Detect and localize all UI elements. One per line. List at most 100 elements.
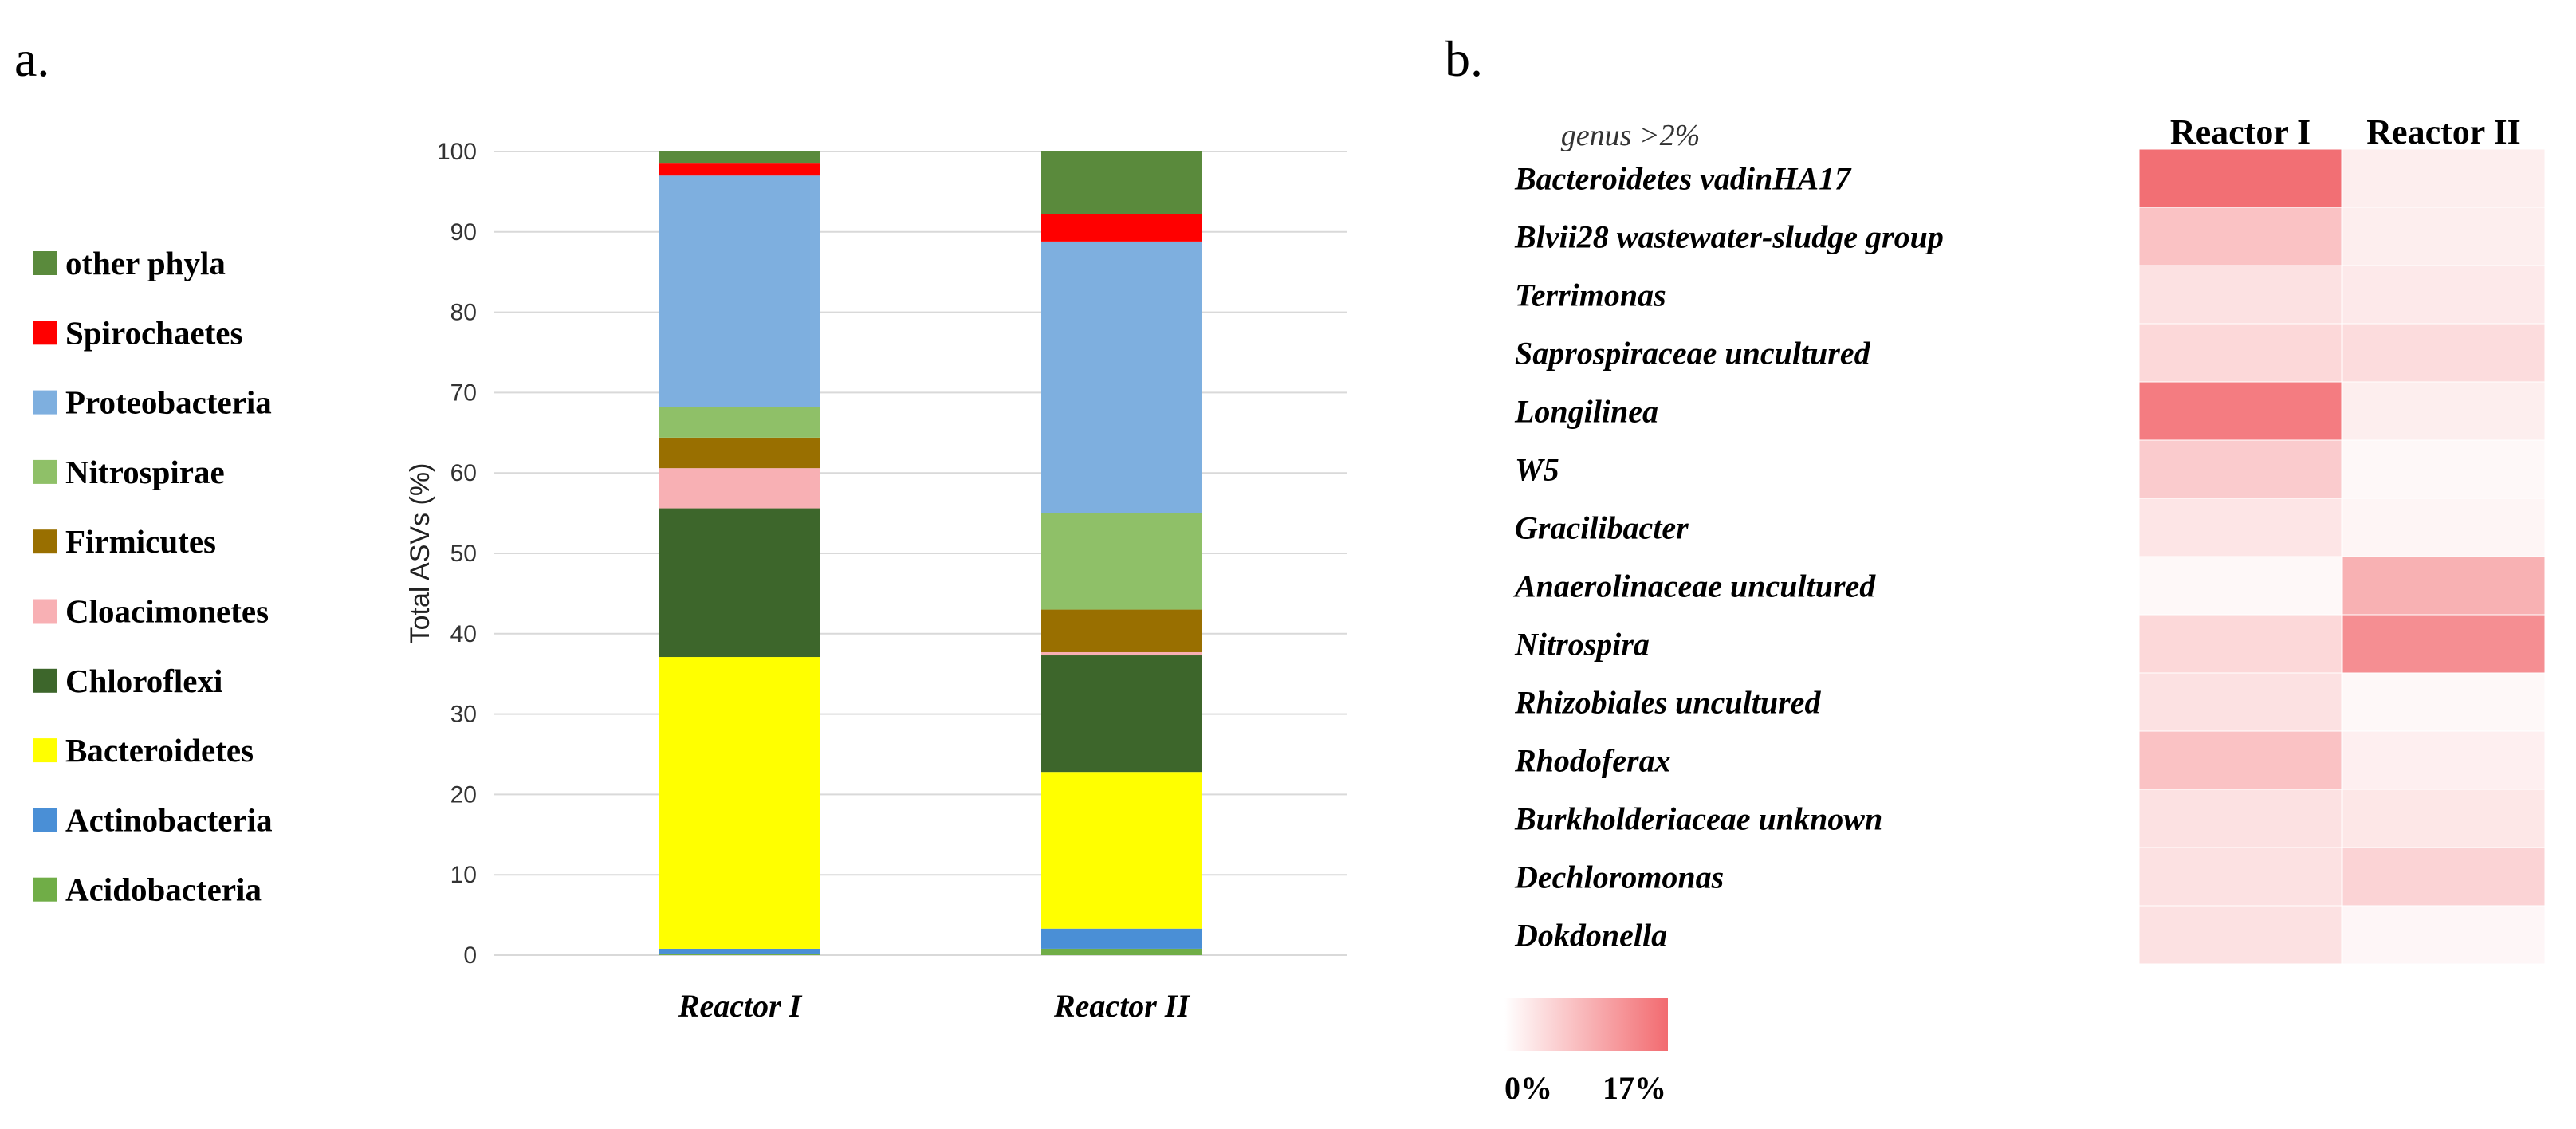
bar-segment-acidobacteria-reactor-ii: [1041, 948, 1202, 955]
heatmap-cell-saprospiraceae-uncultured-reactor-i: [2138, 323, 2342, 383]
legend-label-bacteroidetes: Bacteroidetes: [65, 732, 254, 769]
x-category-label: Reactor I: [678, 988, 803, 1024]
heatmap-row-label: Gracilibacter: [1515, 510, 1689, 546]
y-tick-label: 20: [450, 781, 477, 808]
legend-swatch-actinobacteria: [33, 808, 57, 832]
heatmap-cell-dechloromonas-reactor-i: [2138, 847, 2342, 907]
heatmap-cell-w5-reactor-i: [2138, 439, 2342, 499]
y-tick-label: 90: [450, 219, 477, 246]
heatmap-cell-dechloromonas-reactor-ii: [2342, 847, 2546, 907]
heatmap-cell-longilinea-reactor-i: [2138, 381, 2342, 441]
heatmap-row-label: Rhizobiales uncultured: [1514, 685, 1821, 721]
y-tick-label: 30: [450, 702, 477, 728]
bar-segment-spirochaetes-reactor-i: [659, 163, 820, 176]
bar-segment-nitrospirae-reactor-ii: [1041, 513, 1202, 610]
legend-swatch-nitrospirae: [33, 459, 57, 484]
heatmap-row-label: Dechloromonas: [1514, 860, 1724, 895]
heatmap-cell-dokdonella-reactor-i: [2138, 905, 2342, 965]
bar-segment-firmicutes-reactor-ii: [1041, 609, 1202, 652]
heatmap-row-label: Terrimonas: [1515, 277, 1666, 313]
heatmap-cell-nitrospira-reactor-i: [2138, 614, 2342, 674]
heatmap-row-label: Blvii28 wastewater-sludge group: [1514, 219, 1944, 255]
heatmap-row-label: Dokdonella: [1514, 918, 1667, 954]
bar-segment-actinobacteria-reactor-ii: [1041, 928, 1202, 949]
legend-swatch-chloroflexi: [33, 668, 57, 693]
stacked-bar-chart: 0 10 20 30 40 50 60 70 80 90 100 Reactor I Reactor …: [405, 139, 1347, 1024]
legend-label-chloroflexi: Chloroflexi: [65, 663, 222, 699]
bar-segment-proteobacteria-reactor-i: [659, 175, 820, 407]
bar-segment-firmicutes-reactor-i: [659, 437, 820, 469]
scale-min-label: 0%: [1504, 1070, 1552, 1106]
heatmap-cell-bacteroidetes-vadinha17-reactor-ii: [2342, 148, 2546, 208]
y-tick-label: 40: [450, 621, 477, 647]
heatmap-cell-blvii28-wastewater-sludge-group-reactor-ii: [2342, 207, 2546, 266]
legend-label-spirochaetes: Spirochaetes: [65, 314, 242, 351]
y-tick-label: 0: [463, 942, 477, 969]
heatmap-cell-burkholderiaceae-unknown-reactor-ii: [2342, 789, 2546, 848]
heatmap-cell-rhizobiales-uncultured-reactor-i: [2138, 672, 2342, 732]
bar-segment-chloroflexi-reactor-i: [659, 508, 820, 658]
legend-swatch-firmicutes: [33, 529, 57, 554]
phyla-legend: other phyla Spirochaetes Proteobacteria Nit…: [33, 245, 273, 908]
heatmap-cell-terrimonas-reactor-i: [2138, 265, 2342, 325]
y-tick-label: 60: [450, 460, 477, 486]
color-scale: 0% 17%: [1504, 998, 1668, 1106]
legend-label-proteobacteria: Proteobacteria: [65, 384, 272, 421]
legend-swatch-other-phyla: [33, 251, 57, 275]
heatmap-cell-w5-reactor-ii: [2342, 439, 2546, 499]
genus-heatmap: genus >2% Reactor I Reactor II Bacteroide…: [1512, 112, 2546, 965]
bar-segment-bacteroidetes-reactor-i: [659, 657, 820, 949]
y-axis-label: Total ASVs (%): [405, 463, 435, 644]
legend-label-nitrospirae: Nitrospirae: [65, 454, 225, 490]
heatmap-row-label: W5: [1515, 452, 1559, 488]
heatmap-row-label: Longilinea: [1514, 394, 1658, 430]
heatmap-cell-anaerolinaceae-uncultured-reactor-ii: [2342, 556, 2546, 616]
heatmap-column-header: Reactor I: [2170, 112, 2311, 151]
heatmap-row-label: Saprospiraceae uncultured: [1515, 336, 1871, 372]
heatmap-cell-gracilibacter-reactor-i: [2138, 498, 2342, 557]
heatmap-cell-terrimonas-reactor-ii: [2342, 265, 2546, 325]
bar-segment-bacteroidetes-reactor-ii: [1041, 772, 1202, 929]
bar-segment-other-phyla-reactor-i: [659, 151, 820, 164]
heatmap-title: genus >2%: [1561, 119, 1700, 152]
legend-swatch-acidobacteria: [33, 877, 57, 902]
bar-segment-chloroflexi-reactor-ii: [1041, 655, 1202, 773]
heatmap-cell-saprospiraceae-uncultured-reactor-ii: [2342, 323, 2546, 383]
scale-max-label: 17%: [1603, 1070, 1666, 1106]
legend-label-other-phyla: other phyla: [65, 245, 226, 281]
heatmap-row-label: Burkholderiaceae unknown: [1514, 801, 1882, 837]
heatmap-cell-anaerolinaceae-uncultured-reactor-i: [2138, 556, 2342, 616]
heatmap-cell-longilinea-reactor-ii: [2342, 381, 2546, 441]
panel-label-b: b.: [1445, 30, 1483, 87]
heatmap-row-label: Nitrospira: [1514, 627, 1650, 663]
y-tick-label: 70: [450, 380, 477, 406]
legend-swatch-bacteroidetes: [33, 738, 57, 763]
legend-swatch-cloacimonetes: [33, 599, 57, 624]
bar-segment-actinobacteria-reactor-i: [659, 948, 820, 954]
y-tick-label: 100: [437, 139, 477, 165]
heatmap-row-label: Anaerolinaceae uncultured: [1512, 568, 1876, 604]
heatmap-cell-bacteroidetes-vadinha17-reactor-i: [2138, 148, 2342, 208]
bar-segment-cloacimonetes-reactor-ii: [1041, 651, 1202, 656]
heatmap-cell-rhodoferax-reactor-ii: [2342, 730, 2546, 790]
heatmap-cell-nitrospira-reactor-ii: [2342, 614, 2546, 674]
heatmap-cell-blvii28-wastewater-sludge-group-reactor-i: [2138, 207, 2342, 266]
heatmap-cell-gracilibacter-reactor-ii: [2342, 498, 2546, 557]
heatmap-cell-burkholderiaceae-unknown-reactor-i: [2138, 789, 2342, 848]
bar-segment-other-phyla-reactor-ii: [1041, 151, 1202, 214]
heatmap-row-label: Rhodoferax: [1514, 743, 1671, 779]
legend-label-actinobacteria: Actinobacteria: [65, 801, 273, 838]
color-scale-gradient: [1504, 998, 1668, 1051]
bar-segment-cloacimonetes-reactor-i: [659, 468, 820, 509]
y-tick-label: 10: [450, 862, 477, 888]
y-tick-label: 80: [450, 300, 477, 326]
bar-segment-nitrospirae-reactor-i: [659, 407, 820, 438]
heatmap-cell-dokdonella-reactor-ii: [2342, 905, 2546, 965]
y-tick-label: 50: [450, 541, 477, 567]
heatmap-row-label: Bacteroidetes vadinHA17: [1514, 161, 1852, 197]
legend-label-acidobacteria: Acidobacteria: [65, 871, 262, 908]
legend-swatch-proteobacteria: [33, 390, 57, 415]
heatmap-cell-rhodoferax-reactor-i: [2138, 730, 2342, 790]
legend-label-firmicutes: Firmicutes: [65, 523, 216, 560]
